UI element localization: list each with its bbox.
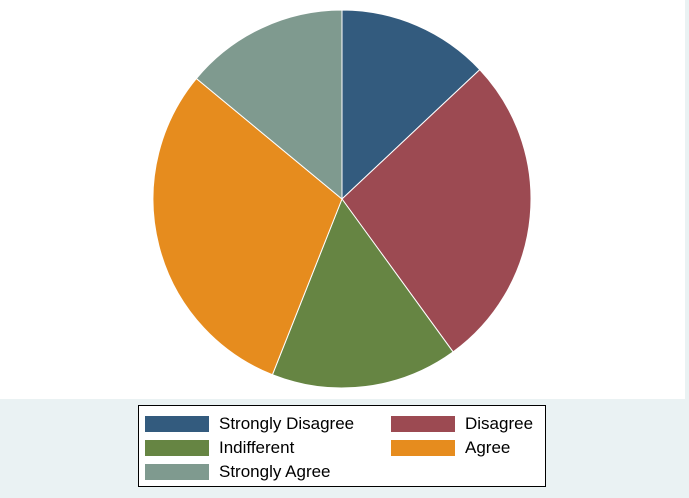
- legend-swatch-disagree: [391, 416, 455, 432]
- pie-chart: [152, 9, 532, 389]
- legend-label-indifferent: Indifferent: [219, 438, 295, 457]
- legend-item-strongly-disagree: Strongly Disagree: [145, 414, 354, 434]
- legend-item-strongly-agree: Strongly Agree: [145, 462, 331, 482]
- legend-item-disagree: Disagree: [391, 414, 533, 434]
- pie-slice-indifferent: [271, 197, 454, 389]
- pie-slice-strongly-disagree: [341, 9, 481, 201]
- plot-region: [0, 0, 685, 399]
- legend-label-strongly-agree: Strongly Agree: [219, 462, 331, 481]
- legend-item-indifferent: Indifferent: [145, 438, 294, 458]
- legend-item-agree: Agree: [391, 438, 510, 458]
- pie-slice-strongly-agree: [195, 9, 343, 201]
- legend-label-agree: Agree: [465, 438, 511, 457]
- legend-swatch-indifferent: [145, 440, 209, 456]
- legend: Strongly Disagree Disagree Indifferent A…: [138, 405, 546, 487]
- pie-slice-disagree: [341, 68, 532, 353]
- pie-slice-agree: [152, 77, 343, 376]
- legend-swatch-strongly-disagree: [145, 416, 209, 432]
- legend-swatch-agree: [391, 440, 455, 456]
- legend-swatch-strongly-agree: [145, 464, 209, 480]
- legend-label-disagree: Disagree: [465, 414, 534, 433]
- legend-label-strongly-disagree: Strongly Disagree: [219, 414, 355, 433]
